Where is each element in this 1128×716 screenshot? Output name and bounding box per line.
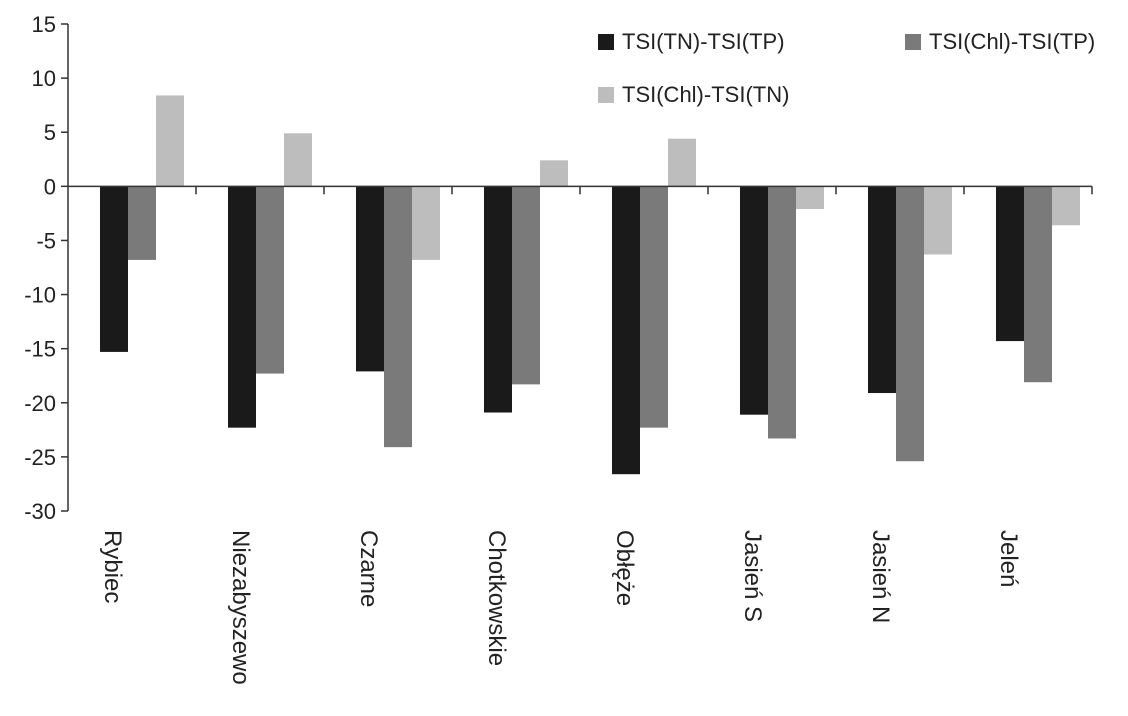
y-tick-label: -5 <box>36 228 56 253</box>
y-tick-label: 15 <box>32 12 56 37</box>
bar <box>412 186 440 260</box>
bar <box>796 186 824 210</box>
bar <box>668 138 696 187</box>
x-tick-label: Jeleń <box>995 530 1022 587</box>
bar <box>156 95 184 187</box>
bar <box>384 186 412 448</box>
y-tick-label: 5 <box>44 120 56 145</box>
y-tick-label: -20 <box>24 391 56 416</box>
bar <box>540 160 568 187</box>
legend-item: TSI(Chl)-TSI(TN) <box>598 82 789 107</box>
y-tick-label: -30 <box>24 499 56 524</box>
legend-item: TSI(TN)-TSI(TP) <box>598 29 785 54</box>
y-tick-label: 10 <box>32 66 56 91</box>
bar <box>100 186 128 352</box>
legend-label: TSI(Chl)-TSI(TN) <box>622 82 789 107</box>
legend-swatch <box>598 87 614 103</box>
legend-swatch <box>598 34 614 50</box>
legend-label: TSI(TN)-TSI(TP) <box>622 29 785 54</box>
x-tick-label: Czarne <box>355 530 382 607</box>
x-tick-label: Chotkowskie <box>483 530 510 666</box>
bar <box>1052 186 1080 226</box>
x-tick-label: Jasień S <box>739 530 766 622</box>
bar <box>256 186 284 374</box>
y-tick-label: 0 <box>44 174 56 199</box>
bar <box>924 186 952 255</box>
y-tick-label: -25 <box>24 445 56 470</box>
x-axis: Rybiec Niezabyszewo Czarne Chotkowskie Obłęż… <box>68 185 1093 685</box>
y-tick-label: -10 <box>24 283 56 308</box>
legend-label: TSI(Chl)-TSI(TP) <box>929 29 1095 54</box>
bar <box>996 186 1024 342</box>
bar <box>228 186 256 428</box>
bar <box>896 186 924 462</box>
legend-swatch <box>905 34 921 50</box>
x-tick-label: Obłęże <box>611 530 638 606</box>
bar <box>740 186 768 415</box>
bar <box>484 186 512 413</box>
bar <box>612 186 640 475</box>
bar <box>640 186 668 428</box>
bar <box>1024 186 1052 383</box>
x-tick-label: Rybiec <box>99 530 126 603</box>
legend-item: TSI(Chl)-TSI(TP) <box>905 29 1095 54</box>
bar <box>868 186 896 394</box>
bar <box>768 186 796 439</box>
y-axis: 15 10 5 0 -5 -10 -15 -20 -25 -30 <box>24 12 69 524</box>
bar <box>128 186 156 260</box>
y-tick-label: -15 <box>24 337 56 362</box>
x-tick-label: Jasień N <box>867 530 894 623</box>
bar <box>512 186 540 385</box>
x-tick-label: Niezabyszewo <box>227 530 254 685</box>
legend: TSI(TN)-TSI(TP) TSI(Chl)-TSI(TP) TSI(Chl)-… <box>598 29 1095 107</box>
bar <box>356 186 384 372</box>
bars <box>100 95 1080 475</box>
bar <box>284 133 312 187</box>
